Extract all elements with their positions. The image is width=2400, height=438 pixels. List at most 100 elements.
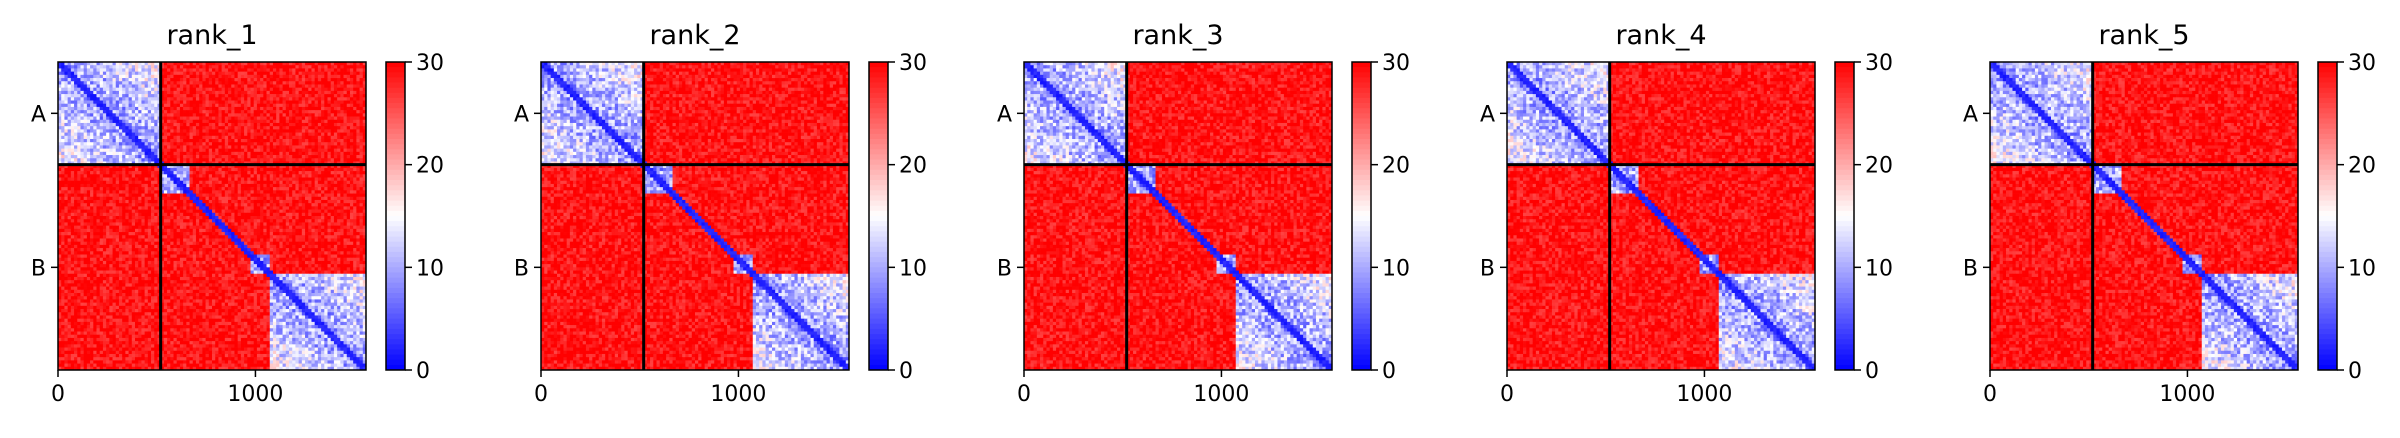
heatmap-cell <box>283 68 287 72</box>
heatmap-cell <box>267 78 271 82</box>
heatmap-cell <box>148 78 152 82</box>
heatmap-cell <box>344 94 348 98</box>
heatmap-cell <box>135 68 139 72</box>
heatmap-cell <box>331 81 335 85</box>
heatmap-cell <box>180 81 184 85</box>
heatmap-cell <box>180 75 184 79</box>
heatmap-cell <box>177 81 181 85</box>
heatmap-cell <box>292 91 296 95</box>
heatmap-cell <box>186 91 190 95</box>
heatmap-cell <box>318 88 322 92</box>
heatmap-cell <box>302 78 306 82</box>
heatmap-cell <box>254 81 258 85</box>
heatmap-cell <box>116 88 120 92</box>
heatmap-cell <box>84 75 88 79</box>
heatmap-cell <box>254 72 258 76</box>
heatmap-cell <box>321 72 325 76</box>
heatmap-cell <box>305 75 309 79</box>
heatmap-cell <box>260 84 264 88</box>
heatmap-cell <box>254 88 258 92</box>
heatmap-cell <box>199 65 203 69</box>
heatmap-cell <box>125 72 129 76</box>
heatmap-cell <box>209 91 213 95</box>
heatmap-cell <box>324 68 328 72</box>
heatmap-cell <box>286 68 290 72</box>
heatmap-cell <box>68 68 72 72</box>
heatmap-cell <box>100 94 104 98</box>
heatmap-cell <box>254 91 258 95</box>
heatmap-cell <box>138 88 142 92</box>
heatmap-cell <box>125 78 129 82</box>
heatmap-cell <box>231 81 235 85</box>
heatmap-cell <box>360 78 364 82</box>
heatmap-cell <box>228 81 232 85</box>
heatmap-cell <box>132 81 136 85</box>
heatmap-cell <box>344 68 348 72</box>
heatmap-cell <box>93 68 97 72</box>
heatmap-cell <box>311 65 315 69</box>
heatmap-cell <box>212 81 216 85</box>
heatmap-cell <box>209 68 213 72</box>
heatmap-cell <box>286 84 290 88</box>
heatmap-cell <box>353 72 357 76</box>
heatmap-cell <box>212 91 216 95</box>
heatmap-cell <box>228 84 232 88</box>
heatmap-cell <box>80 75 84 79</box>
heatmap-cell <box>177 72 181 76</box>
heatmap-cell <box>116 78 120 82</box>
heatmap-cell <box>263 78 267 82</box>
heatmap-cell <box>212 68 216 72</box>
heatmap-cell <box>344 65 348 69</box>
heatmap-cell <box>209 88 213 92</box>
heatmap-cell <box>260 65 264 69</box>
heatmap-cell <box>97 68 101 72</box>
heatmap-cell <box>71 91 75 95</box>
heatmap-cell <box>340 65 344 69</box>
heatmap-cell <box>80 84 84 88</box>
heatmap-cell <box>100 97 104 101</box>
heatmap-cell <box>356 81 360 85</box>
heatmap-cell <box>190 88 194 92</box>
heatmap-cell <box>334 88 338 92</box>
heatmap-cell <box>209 75 213 79</box>
heatmap-cell <box>132 78 136 82</box>
heatmap-cell <box>350 75 354 79</box>
heatmap-cell <box>97 94 101 98</box>
heatmap-cell <box>254 94 258 98</box>
heatmap-cell <box>276 84 280 88</box>
heatmap-cell <box>350 91 354 95</box>
heatmap-cell <box>337 78 341 82</box>
heatmap-cell <box>231 72 235 76</box>
heatmap-cell <box>84 78 88 82</box>
heatmap-cell <box>167 84 171 88</box>
heatmap-cell <box>129 81 133 85</box>
heatmap-cell <box>68 91 72 95</box>
heatmap-cell <box>238 72 242 76</box>
heatmap-cell <box>324 91 328 95</box>
heatmap-cell <box>305 72 309 76</box>
heatmap-cell <box>129 91 133 95</box>
heatmap-cell <box>222 65 226 69</box>
heatmap-cell <box>305 65 309 69</box>
heatmap-cell <box>289 72 293 76</box>
heatmap-cell <box>64 72 68 76</box>
heatmap-cell <box>311 84 315 88</box>
heatmap-cell <box>90 88 94 92</box>
heatmap-cell <box>93 81 97 85</box>
heatmap-cell <box>318 75 322 79</box>
heatmap-cell <box>177 78 181 82</box>
heatmap-cell <box>273 72 277 76</box>
heatmap-cell <box>87 75 91 79</box>
heatmap-cell <box>164 91 168 95</box>
heatmap-cell <box>270 68 274 72</box>
heatmap-cell <box>113 88 117 92</box>
heatmap-cell <box>215 78 219 82</box>
heatmap-cell <box>247 75 251 79</box>
heatmap-cell <box>334 72 338 76</box>
heatmap-cell <box>222 75 226 79</box>
heatmap-cell <box>286 78 290 82</box>
heatmap-cell <box>318 65 322 69</box>
heatmap-cell <box>270 78 274 82</box>
heatmap-cell <box>103 75 107 79</box>
heatmap-cell <box>273 75 277 79</box>
